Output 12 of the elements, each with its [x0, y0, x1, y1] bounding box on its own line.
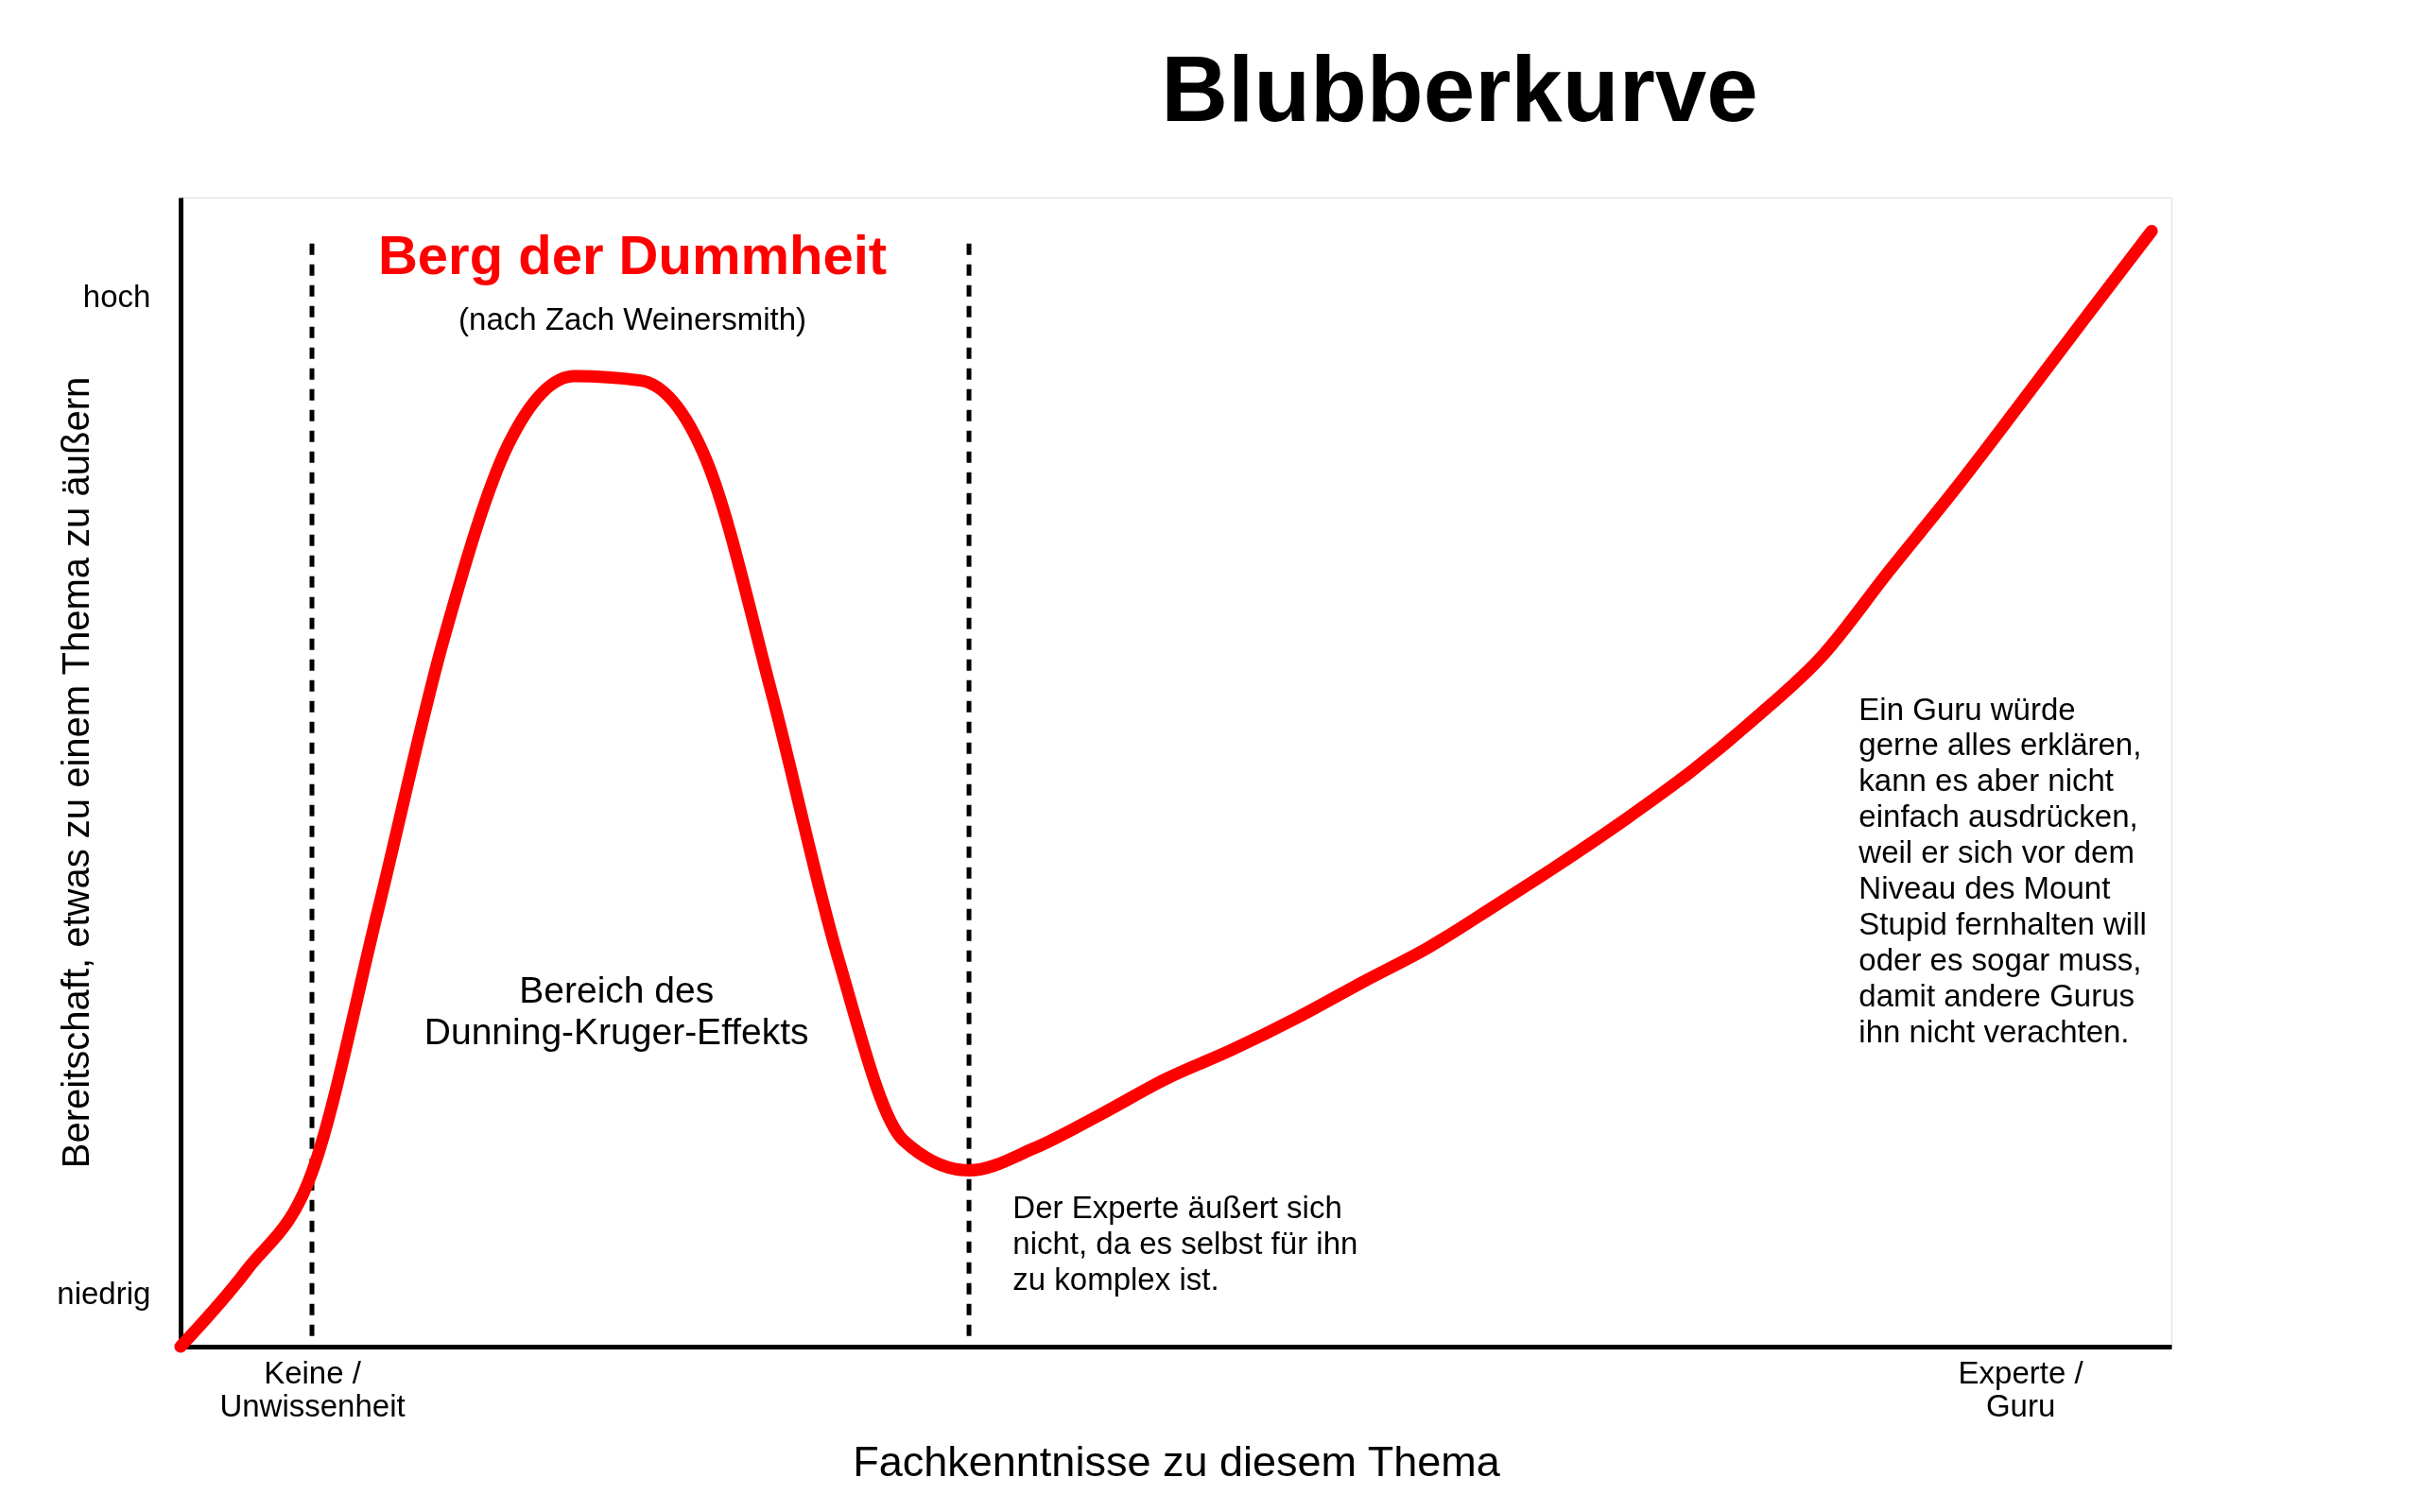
text: hoch	[82, 279, 151, 315]
annotation: (nach Zach Weinersmith)	[458, 301, 807, 336]
x-axis-title: Fachkenntnisse zu diesem Thema	[853, 1436, 1501, 1486]
chart-title: Blubberkurve	[1161, 37, 1758, 141]
x-tick-label: Keine / Unwissenheit	[219, 1354, 406, 1423]
x-tick-label: Experte / Guru	[1958, 1354, 2084, 1423]
annotation: Berg der Dummheit	[377, 223, 888, 285]
annotation: Der Experte äußert sich nicht, da es selbst für ihn zu komplex ist.	[1012, 1190, 1358, 1297]
annotation: Bereich des Dunning-Kruger-Effekts	[424, 969, 809, 1053]
y-axis-title: Bereitschaft, etwas zu einem Thema zu äußern	[54, 376, 96, 1169]
text: Ein Guru würde gerne alles erklären, kann es aber nicht einfach ausdrücken, weil er sich vor dem Niveau des Mount Stupid fernhalten will oder es sogar muss, damit andere Gurus ihn nicht verachten.	[1858, 691, 2147, 1050]
text: niedrig	[57, 1275, 151, 1311]
